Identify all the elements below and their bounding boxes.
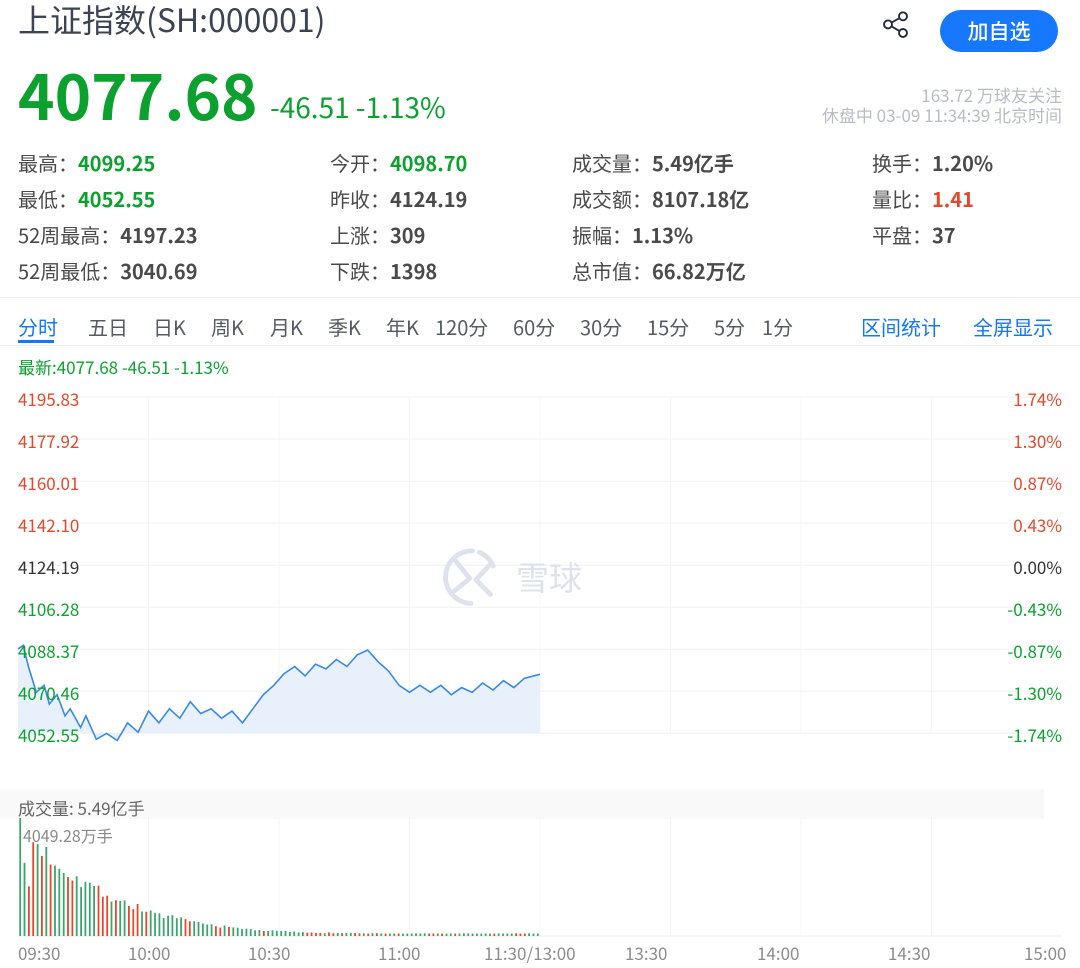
svg-text:雪球: 雪球	[516, 552, 582, 600]
